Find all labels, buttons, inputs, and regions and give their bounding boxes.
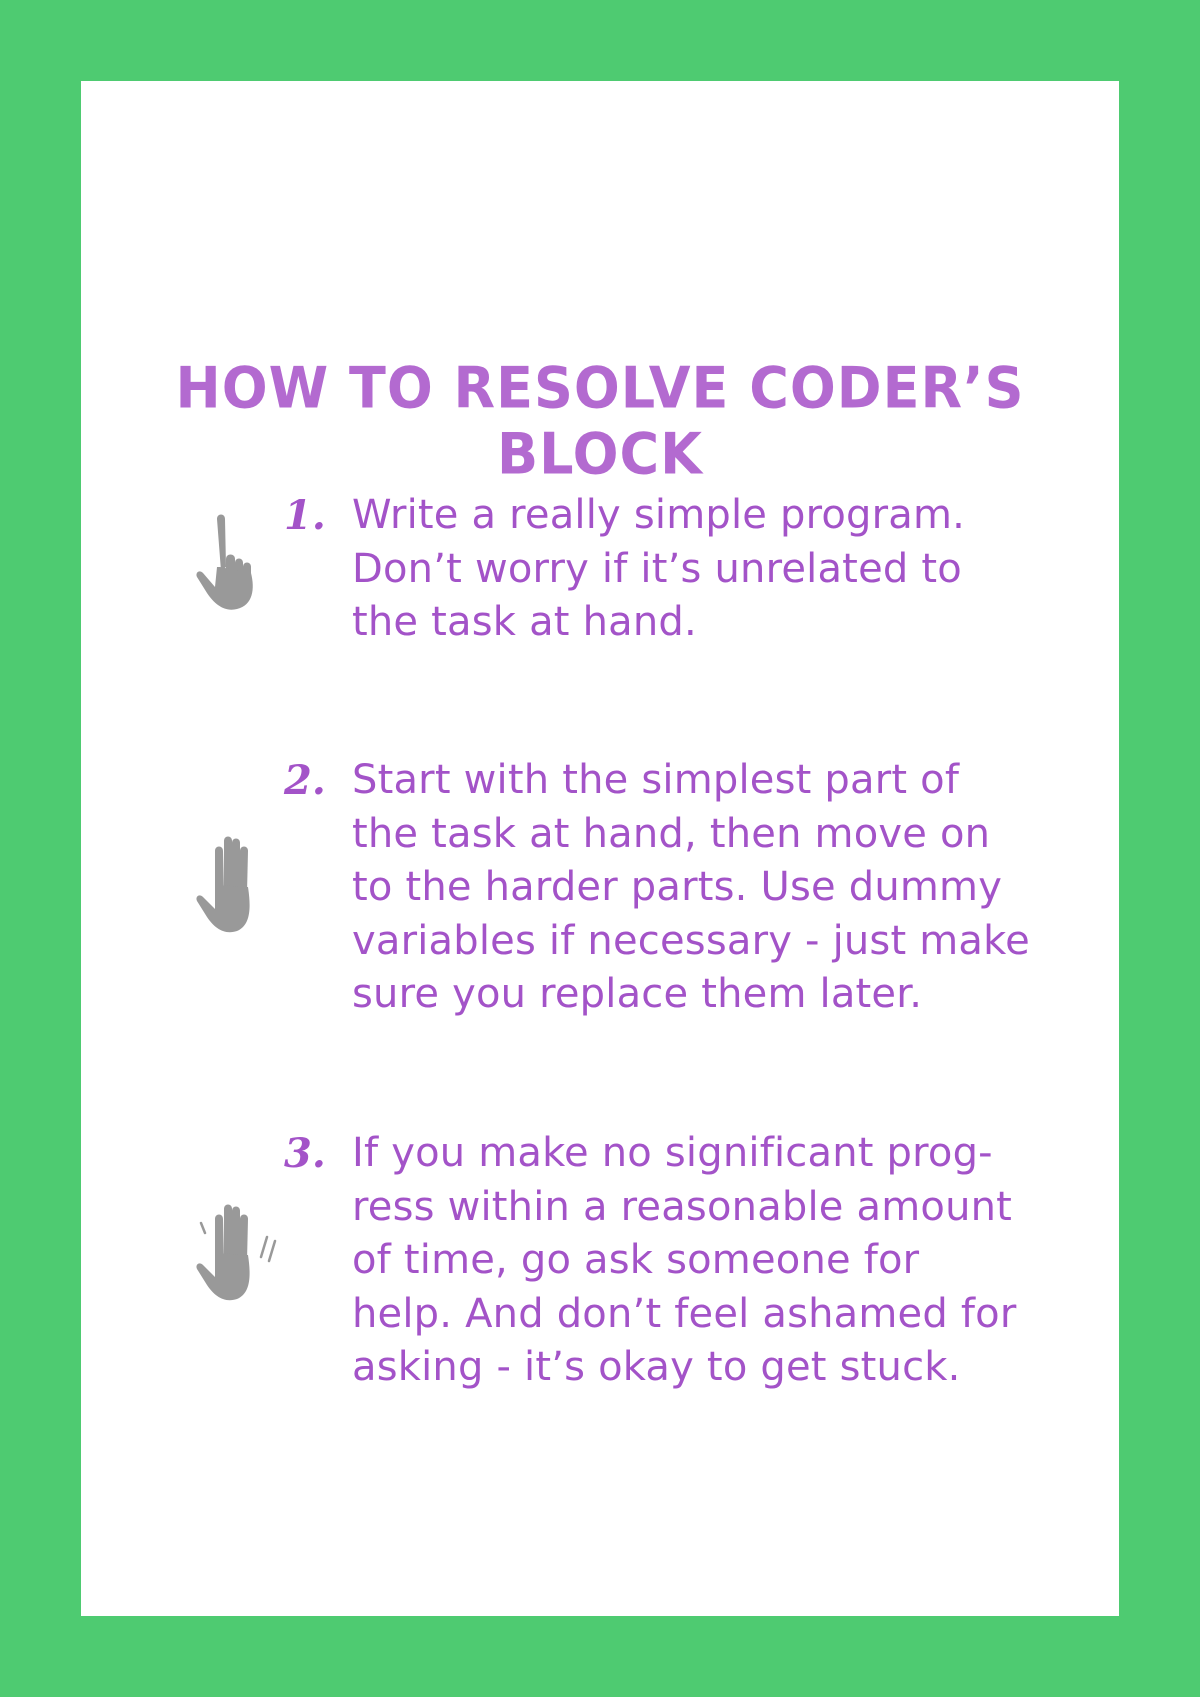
step-text: If you make no significant prog- ress wi…: [352, 1127, 1042, 1395]
waving-hand-icon: [193, 1199, 293, 1309]
step-text-line: Write a really simple program.: [352, 492, 966, 538]
step-text: Start with the simplest part of the task…: [352, 754, 1042, 1022]
step-text-line: the task at hand.: [352, 599, 697, 645]
step-number: 2.: [284, 757, 326, 804]
step-text-line: help. And don’t feel ashamed for: [352, 1290, 1017, 1337]
step-text-line: ress within a reasonable amount: [352, 1183, 1013, 1230]
step-text: Write a really simple program. Don’t wor…: [352, 489, 1042, 650]
page-title: HOW TO RESOLVE CODER’S BLOCK: [175, 354, 1025, 488]
step-text-line: variables if necessary - just make: [352, 917, 1030, 964]
step-text-line: Don’t worry if it’s unrelated to: [352, 545, 962, 592]
step-text-line: to the harder parts. Use dummy: [352, 864, 1003, 910]
step-number: 3.: [284, 1130, 326, 1177]
content-card: HOW TO RESOLVE CODER’S BLOCK 1. Write a …: [81, 81, 1119, 1616]
step-text-line: asking - it’s okay to get stuck.: [352, 1344, 961, 1390]
step-text-line: If you make no significant prog-: [352, 1130, 993, 1176]
step-number: 1.: [284, 492, 326, 539]
step-text-line: sure you replace them later.: [352, 971, 923, 1017]
step-text-line: of time, go ask someone for: [352, 1237, 920, 1283]
pointing-hand-icon: [193, 509, 273, 619]
step-text-line: Start with the simplest part of: [352, 757, 960, 803]
open-hand-icon: [193, 831, 273, 941]
step-text-line: the task at hand, then move on: [352, 810, 991, 857]
